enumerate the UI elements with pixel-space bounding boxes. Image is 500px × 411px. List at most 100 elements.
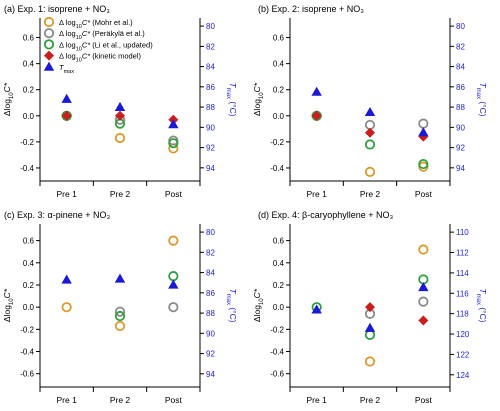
x-tick-label: Pre 2 <box>360 189 381 199</box>
marker-li <box>168 271 179 282</box>
y2-tick-label: 84 <box>206 269 215 278</box>
y2-tick-label: 82 <box>206 248 215 257</box>
y2-tick-label: 92 <box>206 350 215 359</box>
y2-tick-label: 88 <box>456 103 465 112</box>
y-tick-label: 0.2 <box>23 281 35 290</box>
y-tick-label: 0.0 <box>23 112 35 121</box>
y-tick-label: 0.2 <box>23 86 35 95</box>
panel-title: (d) Exp. 4: β-caryophyllene + NO₃ <box>258 210 393 220</box>
y2-tick-label: 94 <box>206 164 215 173</box>
x-tick-label: Pre 1 <box>307 395 328 405</box>
panel-title: (a) Exp. 1: isoprene + NO₃ <box>4 4 110 14</box>
y2-axis-label: Tmax (°C) <box>475 288 488 322</box>
y-tick-label: -0.2 <box>270 325 284 334</box>
marker-tmax <box>168 279 179 289</box>
marker-li <box>418 158 429 170</box>
marker-perakyla <box>114 306 126 317</box>
legend-marker-kinetic <box>44 50 54 61</box>
y-tick-label: 0.6 <box>273 34 285 43</box>
marker-mohr <box>114 132 126 144</box>
legend-label-tmax: Tmax <box>59 63 74 75</box>
marker-li <box>114 310 126 322</box>
panel-title: (c) Exp. 3: α-pinene + NO₃ <box>4 210 110 220</box>
marker-tmax <box>114 101 126 111</box>
y2-tick-label: 112 <box>456 249 469 258</box>
legend: Δ log10C* (Mohr et al.)Δ log10C* (Peräky… <box>43 16 153 75</box>
marker-mohr <box>61 302 72 313</box>
y-tick-label: -0.4 <box>20 164 34 173</box>
panel-title: (b) Exp. 2: isoprene + NO₃ <box>258 4 364 14</box>
panel-3: (c) Exp. 3: α-pinene + NO₃ -0.6 -0.4 -0.2 0.… <box>2 210 238 405</box>
y-tick-label: 0.0 <box>273 303 285 312</box>
marker-tmax <box>114 273 126 283</box>
y-tick-label: -0.4 <box>270 164 284 173</box>
x-tick-label: Post <box>415 395 433 405</box>
y-tick-label: 0.4 <box>23 60 35 69</box>
y2-tick-label: 116 <box>456 289 469 298</box>
y2-tick-label: 80 <box>206 228 215 237</box>
y2-tick-label: 82 <box>206 42 215 51</box>
panel-1: (a) Exp. 1: isoprene + NO₃ -0.4 -0.2 0.0 0.2… <box>2 4 238 199</box>
legend-label-perakyla: Δ log10C* (Peräkylä et al.) <box>59 29 145 41</box>
y-tick-label: 0.6 <box>23 34 35 43</box>
marker-kinetic <box>365 302 375 313</box>
y-tick-label: 0.6 <box>273 237 285 246</box>
y2-tick-label: 92 <box>206 144 215 153</box>
legend-marker-li <box>43 39 55 50</box>
y2-tick-label: 80 <box>206 22 215 31</box>
x-tick-label: Post <box>165 395 183 405</box>
y-tick-label: 0.2 <box>273 86 285 95</box>
marker-tmax <box>61 93 72 103</box>
marker-kinetic <box>61 110 72 121</box>
panel-4: (d) Exp. 4: β-caryophyllene + NO₃ -0.6 -0.… <box>252 210 488 405</box>
y2-axis-label: Tmax (°C) <box>225 288 238 322</box>
y2-tick-label: 86 <box>456 83 465 92</box>
y2-tick-label: 92 <box>456 144 465 153</box>
marker-tmax <box>364 106 376 117</box>
marker-tmax <box>61 274 72 284</box>
y2-tick-label: 110 <box>456 228 469 237</box>
y2-tick-label: 118 <box>456 310 469 319</box>
panel-2: (b) Exp. 2: isoprene + NO₃ -0.4 -0.2 0.0 0.2… <box>252 4 488 199</box>
marker-kinetic <box>311 110 322 121</box>
y2-axis-label: Tmax (°C) <box>225 82 238 116</box>
y2-tick-label: 124 <box>456 371 470 380</box>
x-tick-label: Pre 1 <box>57 189 78 199</box>
y2-tick-label: 84 <box>206 63 215 72</box>
marker-tmax <box>418 127 429 137</box>
marker-perakyla <box>418 296 429 307</box>
marker-li <box>364 139 376 150</box>
marker-li <box>168 138 179 149</box>
marker-perakyla <box>168 302 179 313</box>
marker-mohr <box>418 244 429 255</box>
y2-tick-label: 122 <box>456 350 470 359</box>
y2-tick-label: 86 <box>206 83 215 92</box>
y-tick-label: -0.4 <box>270 348 284 357</box>
marker-kinetic <box>365 127 375 138</box>
legend-label-mohr: Δ log10C* (Mohr et al.) <box>59 18 133 30</box>
y-tick-label: -0.6 <box>20 370 34 379</box>
y-tick-label: 0.0 <box>273 112 285 121</box>
legend-label-li: Δ log10C* (Li et al., updated) <box>59 40 153 52</box>
marker-tmax <box>168 119 179 129</box>
marker-perakyla <box>418 118 429 129</box>
y2-tick-label: 88 <box>206 103 215 112</box>
y-tick-label: -0.2 <box>20 325 34 334</box>
y2-tick-label: 90 <box>456 123 465 132</box>
marker-kinetic <box>418 315 429 326</box>
y-tick-label: -0.6 <box>270 370 284 379</box>
y-tick-label: 0.2 <box>273 281 285 290</box>
legend-label-kinetic: Δ log10C* (kinetic model) <box>59 52 142 64</box>
y2-tick-label: 114 <box>456 269 469 278</box>
y2-tick-label: 88 <box>206 309 215 318</box>
y2-tick-label: 86 <box>206 289 215 298</box>
y-tick-label: -0.4 <box>20 348 34 357</box>
y2-tick-label: 120 <box>456 330 470 339</box>
x-tick-label: Pre 1 <box>57 395 78 405</box>
y-tick-label: 0.4 <box>23 259 35 268</box>
marker-tmax <box>418 281 429 292</box>
y-tick-label: 0.6 <box>23 237 35 246</box>
x-tick-label: Pre 2 <box>360 395 381 405</box>
x-tick-label: Post <box>165 189 183 199</box>
y-axis-label: Δlog10C* <box>2 82 15 116</box>
